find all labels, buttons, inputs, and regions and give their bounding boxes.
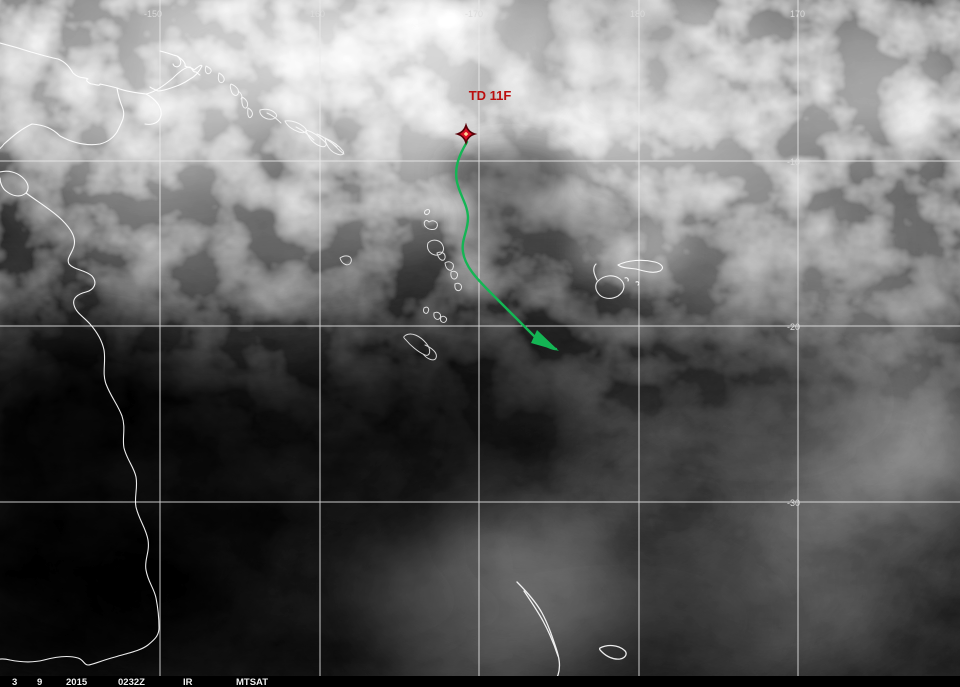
svg-text:-10: -10 bbox=[787, 157, 800, 167]
svg-text:-20: -20 bbox=[787, 322, 800, 332]
svg-text:TD 11F: TD 11F bbox=[469, 88, 512, 103]
svg-text:-170: -170 bbox=[465, 9, 483, 19]
svg-text:9: 9 bbox=[37, 677, 42, 687]
svg-text:-30: -30 bbox=[787, 498, 800, 508]
svg-text:-150: -150 bbox=[144, 9, 162, 19]
svg-text:160: 160 bbox=[310, 9, 325, 19]
svg-text:IR: IR bbox=[183, 677, 193, 687]
svg-text:2015: 2015 bbox=[66, 677, 88, 687]
svg-text:3: 3 bbox=[12, 677, 17, 687]
svg-text:MTSAT: MTSAT bbox=[236, 677, 268, 687]
svg-text:180: 180 bbox=[630, 9, 645, 19]
svg-text:170: 170 bbox=[790, 9, 805, 19]
svg-text:0232Z: 0232Z bbox=[118, 677, 145, 687]
